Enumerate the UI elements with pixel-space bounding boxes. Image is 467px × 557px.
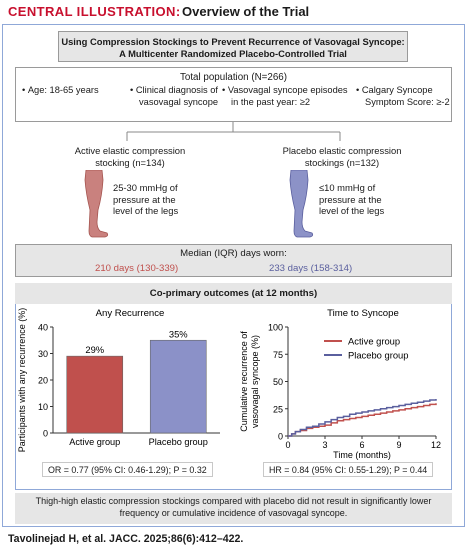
line-x-tick-label: 9 — [396, 440, 401, 450]
line-y-tick-label: 25 — [273, 404, 283, 414]
line-y-tick-label: 100 — [268, 323, 283, 333]
placebo-arm-detail: ≤10 mmHg of pressure at the level of the… — [319, 182, 385, 216]
placebo-arm-title: Placebo elastic compression stockings (n… — [282, 145, 402, 168]
bar-data-label: 35% — [169, 328, 188, 339]
bar-active — [66, 355, 124, 434]
criterion-age: • Age: 18-65 years — [22, 85, 99, 95]
conclusion: Thigh-high elastic compression stockings… — [15, 493, 452, 524]
line-x-tick-label: 3 — [322, 440, 327, 450]
median-placebo: 233 days (158-314) — [269, 263, 353, 274]
bar-category-label: Placebo group — [149, 437, 208, 447]
bar-y-tick-label: 0 — [43, 429, 48, 439]
active-arm-detail: 25-30 mmHg of pressure at the level of t… — [113, 182, 179, 216]
any-recurrence-chart: Any Recurrence Participants with any rec… — [17, 308, 220, 453]
line-chart-legend: Active group Placebo group — [324, 336, 408, 361]
bar-y-tick-label: 40 — [38, 323, 48, 333]
line-chart-marks — [288, 398, 437, 437]
line-ylabel-line: vasovagal syncope (%) — [250, 335, 260, 428]
series-line-placebo — [288, 398, 437, 437]
line-chart-axes: 0 25 50 75 100 0 3 6 9 12 — [268, 323, 441, 451]
bar-category-label: Active group — [69, 437, 120, 447]
criterion-episodes: • Vasovagal syncope episodes in the past… — [222, 85, 348, 107]
bar-chart-stat: OR = 0.77 (95% CI: 0.46-1.29); P = 0.32 — [42, 462, 213, 477]
median-days-box: Median (IQR) days worn: 210 days (130-33… — [15, 244, 452, 277]
line-chart-stat: HR = 0.84 (95% CI: 0.55-1.29); P = 0.44 — [263, 462, 434, 477]
series-line-active — [288, 403, 437, 437]
line-y-tick-label: 50 — [273, 377, 283, 387]
line-y-tick-label: 0 — [278, 432, 283, 442]
bar-y-tick-label: 30 — [38, 349, 48, 359]
population-box: Total population (N=266) • Age: 18-65 ye… — [15, 67, 452, 122]
active-arm-title: Active elastic compression stocking (n=1… — [74, 145, 186, 168]
line-chart-xlabel: Time (months) — [333, 450, 391, 460]
line-ylabel-line: Cumulative recurrence of — [239, 331, 249, 432]
criterion-diagnosis: • Clinical diagnosis of vasovagal syncop… — [130, 85, 219, 107]
median-active: 210 days (130-339) — [95, 263, 179, 274]
active-stocking-icon — [84, 170, 109, 238]
line-x-tick-label: 0 — [285, 440, 290, 450]
bar-chart-title: Any Recurrence — [96, 308, 165, 319]
bar-y-tick-label: 10 — [38, 402, 48, 412]
legend-label: Active group — [348, 336, 400, 347]
bar-chart-ylabel: Participants with any recurrence (%) — [17, 308, 27, 453]
line-chart-ylabel: Cumulative recurrence of vasovagal syncop… — [239, 331, 260, 432]
bar-chart-marks: 29% Active group 35% Placebo group — [66, 328, 208, 447]
bar-data-label: 29% — [85, 344, 104, 355]
legend-label: Placebo group — [348, 350, 408, 361]
bar-y-tick-label: 20 — [38, 376, 48, 386]
header-label: CENTRAL ILLUSTRATION: — [8, 4, 181, 19]
study-title: Using Compression Stockings to Prevent R… — [58, 31, 408, 62]
line-y-tick-label: 75 — [273, 350, 283, 360]
citation: Tavolinejad H, et al. JACC. 2025;86(6):4… — [8, 533, 244, 545]
line-x-tick-label: 12 — [431, 440, 441, 450]
outcomes-title: Co-primary outcomes (at 12 months) — [15, 283, 452, 304]
population-title: Total population (N=266) — [179, 72, 288, 83]
bar-placebo — [149, 339, 207, 434]
placebo-stocking-icon — [289, 170, 314, 238]
line-x-tick-label: 6 — [359, 440, 364, 450]
time-to-syncope-chart: Time to Syncope Cumulative recurrence of… — [239, 308, 441, 460]
header-title: Overview of the Trial — [182, 4, 310, 19]
header: CENTRAL ILLUSTRATION: Overview of the Tr… — [0, 0, 467, 22]
line-chart-title: Time to Syncope — [327, 308, 399, 319]
criterion-calgary: • Calgary Syncope Symptom Score: ≥-2 — [356, 85, 450, 107]
median-title: Median (IQR) days worn: — [180, 248, 287, 259]
